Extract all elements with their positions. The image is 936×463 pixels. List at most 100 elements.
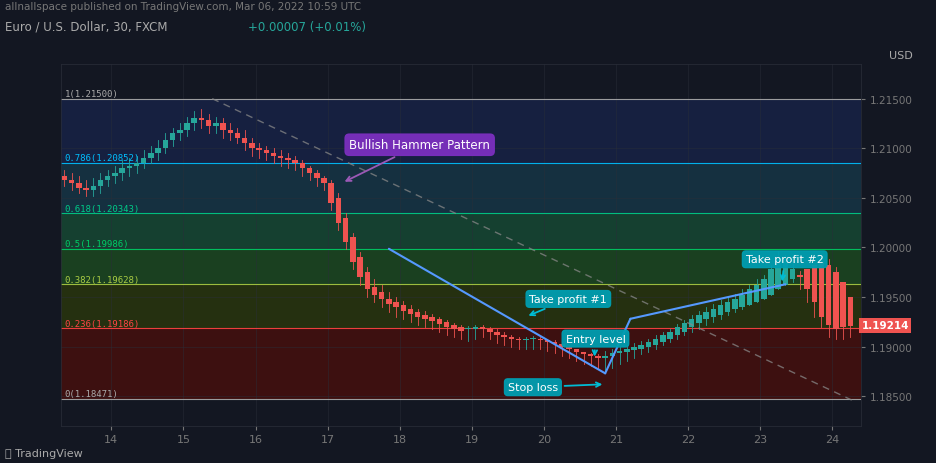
Bar xyxy=(393,302,399,307)
Bar xyxy=(227,131,233,134)
Bar xyxy=(494,332,500,335)
Bar xyxy=(559,344,564,347)
Bar xyxy=(62,176,67,181)
Bar xyxy=(848,297,853,326)
Bar xyxy=(177,131,183,134)
Bar xyxy=(660,335,665,342)
Text: Stop loss: Stop loss xyxy=(508,382,600,392)
Bar xyxy=(184,124,190,131)
Text: 1.19214: 1.19214 xyxy=(861,321,909,331)
Bar xyxy=(436,319,442,324)
Bar xyxy=(675,327,680,335)
Bar xyxy=(819,263,825,317)
Bar xyxy=(747,289,753,305)
Bar xyxy=(689,319,695,327)
Bar xyxy=(358,258,363,277)
Bar xyxy=(350,238,356,263)
Bar xyxy=(415,312,420,317)
Bar xyxy=(241,139,247,144)
Bar xyxy=(61,249,861,285)
Bar xyxy=(76,183,81,188)
Bar xyxy=(148,154,154,159)
Bar xyxy=(321,179,327,183)
Bar xyxy=(667,332,673,339)
Bar xyxy=(502,335,507,337)
Bar xyxy=(198,119,204,121)
Text: Entry level: Entry level xyxy=(565,334,625,355)
Bar xyxy=(163,141,168,149)
Text: Bullish Hammer Pattern: Bullish Hammer Pattern xyxy=(346,139,490,181)
Bar xyxy=(696,315,702,323)
Bar xyxy=(603,357,607,359)
Bar xyxy=(336,198,341,223)
Bar xyxy=(206,121,212,127)
Bar xyxy=(97,181,103,187)
Bar xyxy=(91,187,96,190)
Bar xyxy=(120,169,124,174)
Bar xyxy=(531,338,535,339)
Bar xyxy=(235,134,241,139)
Bar xyxy=(61,328,861,399)
Bar xyxy=(508,337,514,339)
Bar xyxy=(220,124,226,131)
Bar xyxy=(487,329,492,332)
Bar xyxy=(581,352,586,355)
Bar xyxy=(681,323,687,332)
Bar xyxy=(134,164,139,167)
Bar xyxy=(155,149,161,154)
Text: 0.382(1.19628): 0.382(1.19628) xyxy=(65,275,139,284)
Bar xyxy=(812,266,817,302)
Bar xyxy=(444,322,449,327)
Bar xyxy=(761,280,767,299)
Bar xyxy=(169,134,175,141)
Bar xyxy=(566,347,572,349)
Bar xyxy=(624,349,630,352)
Bar xyxy=(126,167,132,169)
Bar xyxy=(653,339,658,345)
Bar xyxy=(775,258,781,289)
Text: Euro / U.S. Dollar, 30, FXCM: Euro / U.S. Dollar, 30, FXCM xyxy=(5,21,175,34)
Bar xyxy=(459,327,463,331)
Bar xyxy=(552,342,558,344)
Bar xyxy=(329,183,334,203)
Text: 0.786(1.20852): 0.786(1.20852) xyxy=(65,154,139,163)
Bar xyxy=(292,161,298,164)
Bar xyxy=(631,347,636,350)
Bar xyxy=(545,340,550,342)
Text: 0.236(1.19186): 0.236(1.19186) xyxy=(65,319,139,328)
Bar xyxy=(841,282,846,327)
Text: Take profit #1: Take profit #1 xyxy=(530,294,607,316)
Text: allnallspace published on TradingView.com, Mar 06, 2022 10:59 UTC: allnallspace published on TradingView.co… xyxy=(5,2,360,13)
Bar xyxy=(343,218,348,243)
Bar xyxy=(300,164,305,169)
Text: 1(1.21500): 1(1.21500) xyxy=(65,90,118,99)
Bar xyxy=(588,355,593,357)
Bar xyxy=(141,159,147,164)
Bar xyxy=(710,309,716,317)
Text: ⑇ TradingView: ⑇ TradingView xyxy=(5,448,82,458)
Bar xyxy=(285,159,291,161)
Bar xyxy=(61,285,861,328)
Bar xyxy=(271,154,276,157)
Bar xyxy=(782,263,788,286)
Bar xyxy=(725,302,730,312)
Bar xyxy=(61,100,861,163)
Bar xyxy=(422,315,428,319)
Bar xyxy=(430,317,435,321)
Bar xyxy=(753,286,759,302)
Bar xyxy=(112,174,118,176)
Bar xyxy=(61,214,861,249)
Text: +0.00007 (+0.01%): +0.00007 (+0.01%) xyxy=(248,21,366,34)
Bar xyxy=(516,339,521,340)
Bar xyxy=(609,354,615,357)
Bar xyxy=(264,151,269,154)
Text: USD: USD xyxy=(889,51,914,61)
Bar xyxy=(523,339,529,340)
Bar xyxy=(595,357,601,359)
Bar xyxy=(833,273,839,329)
Bar xyxy=(480,327,486,329)
Text: 0.618(1.20343): 0.618(1.20343) xyxy=(65,204,139,213)
Bar xyxy=(256,149,262,151)
Bar xyxy=(69,181,74,183)
Bar xyxy=(314,174,319,179)
